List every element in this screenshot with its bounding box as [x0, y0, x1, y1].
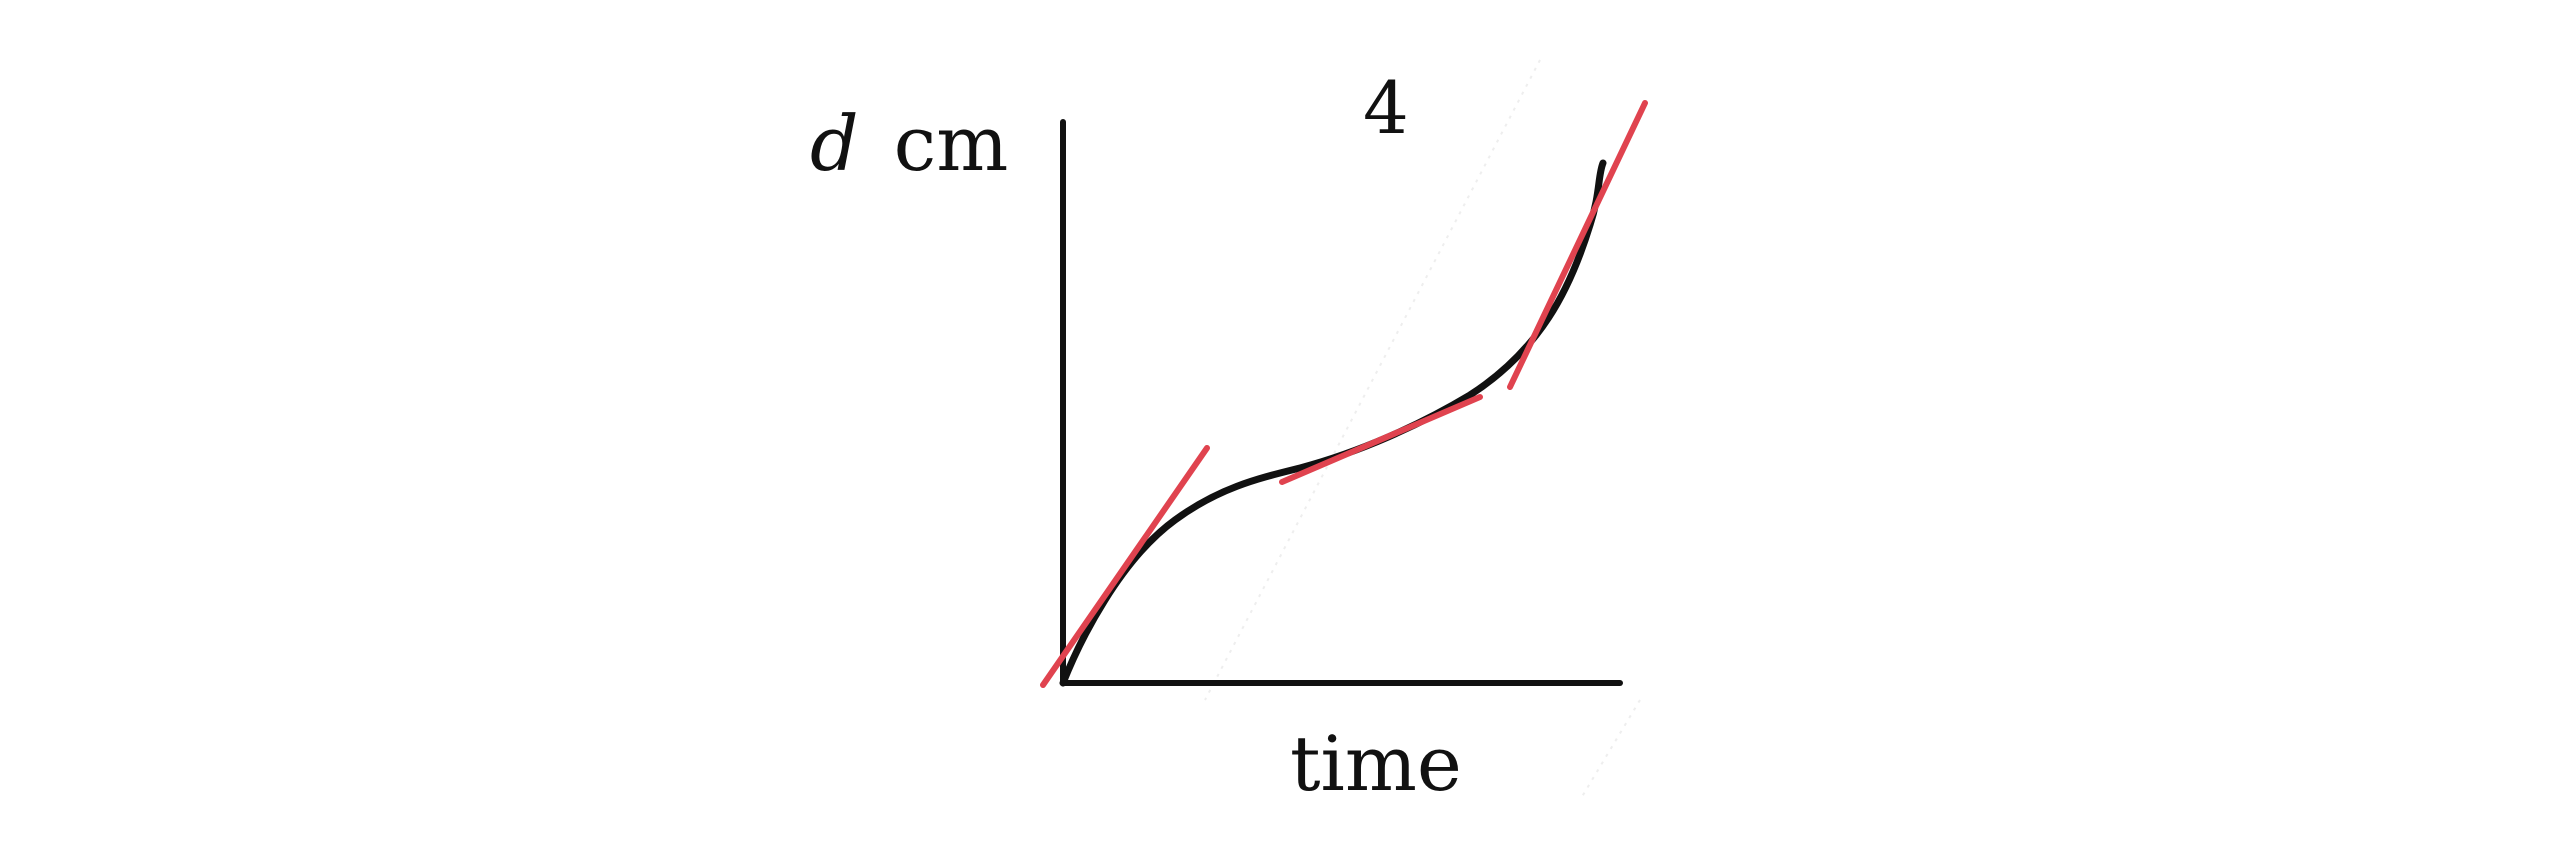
- figure-number-label: 4: [1363, 66, 1409, 150]
- faint-guides: [1204, 59, 1641, 801]
- y-axis-unit: cm: [894, 99, 1009, 188]
- y-axis-label: d cm: [810, 99, 1008, 188]
- tangent-line-middle: [1279, 394, 1483, 485]
- tangent-line-start: [1040, 445, 1210, 688]
- faint-guide-line: [1204, 59, 1541, 701]
- faint-guide-line: [1579, 699, 1641, 801]
- y-axis-variable: d: [810, 99, 859, 188]
- distance-curve: [1059, 159, 1607, 687]
- x-axis-label: time: [1290, 719, 1462, 808]
- tangent-line-end: [1507, 100, 1648, 390]
